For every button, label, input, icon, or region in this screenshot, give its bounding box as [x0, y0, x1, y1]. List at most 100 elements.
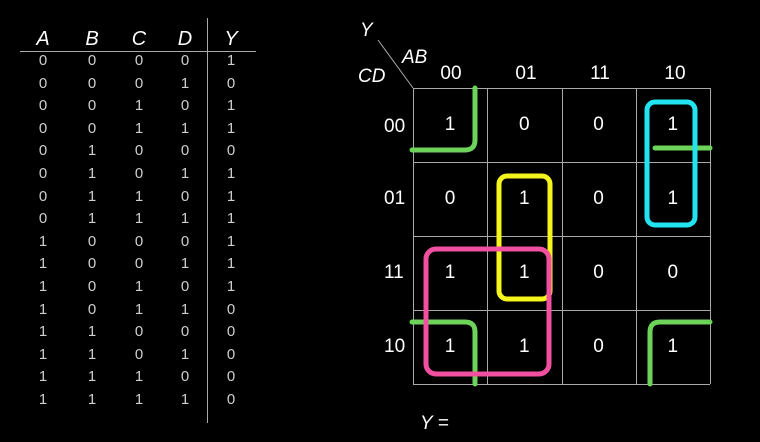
truth-table-cell: 1 [180, 119, 190, 137]
truth-table-cell: 0 [180, 142, 190, 160]
truth-table-cell: 1 [134, 97, 144, 115]
truth-table-cell: 1 [180, 210, 190, 228]
truth-table-cell: 0 [38, 165, 48, 182]
truth-table-cell: 0 [38, 119, 48, 137]
truth-table-cell: 0 [38, 74, 48, 92]
truth-table-cell: 0 [180, 97, 190, 115]
col-label-10: 10 [664, 63, 686, 84]
truth-table-cell: 1 [87, 323, 97, 341]
col-label-11: 11 [590, 63, 610, 84]
kmap-cell: 1 [518, 262, 530, 283]
group-yellow [496, 173, 553, 302]
truth-table-cell: 1 [134, 300, 144, 318]
kmap-cell: 0 [444, 188, 456, 209]
kmap-cell: 0 [593, 114, 604, 135]
truth-table-cell: 1 [134, 391, 144, 408]
equation-label: Y = [420, 413, 449, 434]
truth-table-cell: 1 [38, 345, 48, 363]
truth-table-cell: 1 [226, 119, 236, 137]
truth-table-cell: 1 [180, 74, 190, 92]
truth-table-cell: 0 [226, 368, 236, 386]
truth-table-cell: 0 [180, 368, 190, 386]
header-b: B [85, 28, 99, 50]
kmap-col-variable: AB [402, 47, 428, 68]
header-d: D [177, 28, 193, 50]
truth-table-cell: 0 [226, 391, 236, 408]
truth-table-cell: 1 [226, 52, 236, 69]
truth-table-cell: 0 [87, 74, 97, 92]
truth-table-cell: 1 [38, 323, 48, 341]
truth-table-cell: 1 [87, 391, 97, 408]
output-divider [207, 18, 208, 423]
col-label-01: 01 [515, 63, 537, 84]
header-y: Y [224, 28, 238, 50]
truth-table-cell: 1 [87, 345, 97, 363]
truth-table-cell: 0 [134, 74, 144, 92]
row-label-10: 10 [384, 336, 406, 357]
header-divider [20, 51, 256, 52]
truth-table-cell: 0 [38, 97, 48, 115]
truth-table-cell: 0 [87, 278, 97, 295]
truth-table-cell: 1 [134, 187, 144, 205]
truth-table-cell: 1 [38, 232, 48, 250]
truth-table-cell: 0 [38, 210, 48, 228]
truth-table-cell: 1 [134, 368, 144, 386]
truth-table-cell: 0 [226, 142, 236, 160]
truth-table-cell: 0 [134, 255, 144, 273]
truth-table-cell: 0 [180, 52, 190, 69]
truth-table-cell: 1 [38, 255, 48, 273]
group-pink [423, 246, 552, 377]
truth-table-cell: 0 [87, 119, 97, 137]
group-corner-top-left [409, 85, 478, 153]
truth-table-cell: 0 [226, 345, 236, 363]
truth-table-cell: 1 [38, 300, 48, 318]
truth-table-cell: 1 [226, 187, 236, 205]
group-corner-bottom-left [409, 319, 478, 387]
kmap-grid-vline [710, 88, 711, 384]
truth-table-cell: 0 [87, 232, 97, 250]
truth-table-cell: 1 [226, 255, 236, 273]
group-cyan [644, 99, 698, 228]
kmap-cell: 1 [444, 262, 456, 283]
col-label-00: 00 [440, 63, 462, 84]
truth-table-cell: 0 [38, 52, 48, 69]
kmap-cell: 1 [667, 336, 679, 357]
truth-table-cell: 0 [180, 232, 190, 250]
truth-table-cell: 1 [134, 278, 144, 295]
truth-table-cell: 0 [134, 52, 144, 69]
kmap-cell: 0 [518, 114, 530, 135]
truth-table-cell: 1 [134, 119, 144, 137]
truth-table-cell: 1 [180, 300, 190, 318]
truth-table-cell: 0 [134, 232, 144, 250]
truth-table-cell: 1 [38, 368, 48, 386]
truth-table-cell: 0 [134, 142, 144, 160]
truth-table-cell: 1 [226, 232, 236, 250]
truth-table-cell: 1 [180, 255, 190, 273]
kmap-cell: 1 [667, 188, 679, 209]
truth-table-cell: 1 [87, 165, 97, 182]
header-a: A [36, 28, 50, 50]
kmap-grid-hline [413, 384, 710, 385]
truth-table-cell: 0 [38, 187, 48, 205]
kmap-grid-vline [635, 88, 637, 384]
truth-table-cell: 0 [38, 142, 48, 160]
kmap-cell: 1 [518, 336, 530, 357]
kmap-cell: 1 [444, 114, 456, 135]
truth-table-cell: 1 [226, 278, 236, 295]
truth-table-cell: 0 [87, 52, 97, 69]
kmap-cell: 0 [593, 262, 604, 283]
truth-table-cell: 0 [180, 187, 190, 205]
row-label-11: 11 [384, 262, 404, 283]
truth-table-cell: 1 [226, 210, 236, 228]
group-corner-bottom-right [647, 319, 713, 387]
truth-table-cell: 1 [38, 278, 48, 295]
kmap-grid-hline [413, 310, 710, 311]
truth-table-cell: 0 [226, 300, 236, 318]
kmap-cell: 1 [518, 188, 530, 209]
truth-table-cell: 0 [180, 278, 190, 295]
truth-table-cell: 0 [87, 255, 97, 273]
truth-table-cell: 0 [134, 165, 144, 182]
kmap-output-label: Y [360, 20, 373, 41]
truth-table-cell: 0 [226, 323, 236, 341]
